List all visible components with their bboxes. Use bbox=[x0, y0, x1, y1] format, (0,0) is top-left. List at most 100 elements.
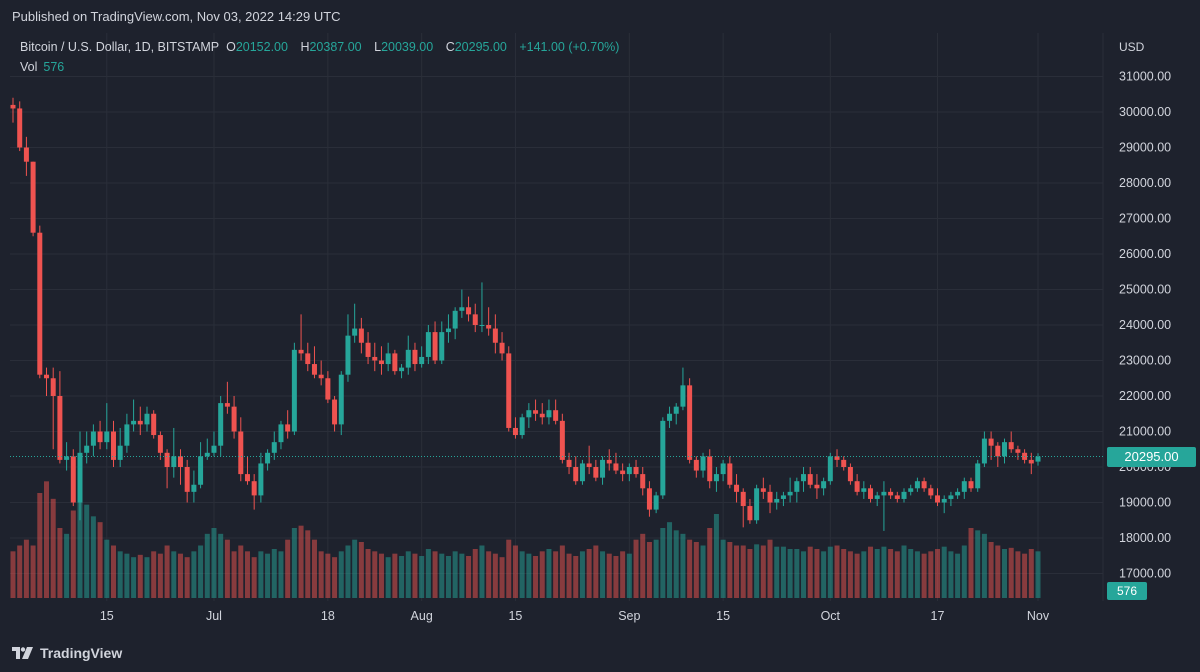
y-tick-label: 29000.00 bbox=[1119, 141, 1171, 155]
candle-body bbox=[378, 360, 384, 365]
volume-bar bbox=[760, 545, 766, 598]
candle-body bbox=[754, 488, 760, 521]
volume-bar bbox=[345, 545, 351, 598]
volume-bar bbox=[90, 516, 96, 598]
candle-body bbox=[888, 491, 894, 496]
tradingview-logo[interactable]: TradingView bbox=[12, 645, 122, 661]
price-chart[interactable]: 31000.00 30000.00 29000.00 28000.00 27000.00… bbox=[0, 33, 1200, 633]
candle-body bbox=[30, 161, 36, 233]
close-label: C bbox=[445, 40, 455, 54]
candle-body bbox=[827, 456, 833, 482]
volume-bar bbox=[332, 557, 338, 598]
candle-body bbox=[17, 108, 23, 148]
candle-body bbox=[660, 420, 666, 496]
candle-body bbox=[23, 147, 29, 162]
candle-body bbox=[821, 481, 827, 489]
volume-bar bbox=[372, 551, 378, 598]
volume-bar bbox=[801, 551, 807, 598]
volume-bar bbox=[251, 557, 257, 598]
candle-body bbox=[137, 420, 143, 425]
x-tick-label: 18 bbox=[321, 609, 335, 623]
volume-bar bbox=[57, 528, 63, 598]
candle-body bbox=[519, 417, 525, 436]
volume-bar bbox=[606, 553, 612, 598]
volume-bar bbox=[445, 556, 451, 598]
volume-bar bbox=[238, 545, 244, 598]
candle-body bbox=[566, 459, 572, 467]
candle-body bbox=[1015, 449, 1021, 453]
x-tick-label: 17 bbox=[931, 609, 945, 623]
y-tick-label: 27000.00 bbox=[1119, 212, 1171, 226]
candle-body bbox=[311, 364, 317, 375]
candle-body bbox=[1008, 442, 1014, 450]
candle-body bbox=[251, 481, 257, 496]
y-tick-label: 31000.00 bbox=[1119, 70, 1171, 84]
volume-bar bbox=[713, 514, 719, 598]
volume-bar bbox=[211, 528, 217, 598]
candle-body bbox=[720, 463, 726, 475]
candle-body bbox=[727, 463, 733, 485]
candle-body bbox=[338, 374, 344, 425]
open-value: 20152.00 bbox=[235, 40, 288, 54]
candle-body bbox=[506, 353, 512, 428]
x-tick-label: Aug bbox=[411, 609, 433, 623]
candle-body bbox=[70, 456, 76, 503]
candle-body bbox=[948, 495, 954, 499]
volume-bar bbox=[198, 545, 204, 598]
volume-bar bbox=[439, 553, 445, 598]
candle-body bbox=[499, 342, 505, 354]
volume-bar bbox=[43, 481, 49, 598]
candle-body bbox=[687, 385, 693, 460]
y-tick-label: 22000.00 bbox=[1119, 389, 1171, 403]
volume-bar bbox=[23, 539, 29, 598]
candle-body bbox=[774, 498, 780, 503]
y-tick-label: 18000.00 bbox=[1119, 531, 1171, 545]
volume-bar bbox=[97, 522, 103, 598]
volume-bar bbox=[512, 545, 518, 598]
candle-body bbox=[97, 431, 103, 443]
candle-body bbox=[412, 349, 418, 365]
candle-body bbox=[90, 431, 96, 446]
open-label: O bbox=[226, 40, 236, 54]
volume-bar bbox=[151, 551, 157, 598]
candle-body bbox=[807, 474, 813, 485]
volume-bar bbox=[533, 556, 539, 598]
volume-bar bbox=[425, 549, 431, 598]
volume-bar bbox=[84, 504, 90, 598]
candle-body bbox=[191, 484, 197, 492]
candle-body bbox=[285, 424, 291, 432]
candle-body bbox=[492, 328, 498, 343]
candle-body bbox=[981, 438, 987, 464]
y-tick-label: 23000.00 bbox=[1119, 354, 1171, 368]
volume-bar bbox=[131, 557, 137, 598]
last-price-tag: 20295.00 bbox=[1107, 447, 1196, 467]
symbol-name: Bitcoin / U.S. Dollar, 1D, BITSTAMP bbox=[20, 40, 220, 54]
y-tick-label: 21000.00 bbox=[1119, 425, 1171, 439]
candle-body bbox=[734, 484, 740, 492]
volume-bar bbox=[30, 545, 36, 598]
volume-bar bbox=[117, 551, 123, 598]
candle-body bbox=[291, 349, 297, 432]
volume-bar bbox=[104, 539, 110, 598]
volume-bar bbox=[144, 557, 150, 598]
candle-body bbox=[546, 410, 552, 418]
candle-body bbox=[37, 232, 43, 375]
candle-body bbox=[847, 467, 853, 482]
candle-body bbox=[633, 467, 639, 475]
volume-bar bbox=[961, 545, 967, 598]
volume-bar bbox=[767, 539, 773, 598]
candle-body bbox=[204, 452, 210, 457]
volume-bar bbox=[432, 551, 438, 598]
candle-body bbox=[975, 463, 981, 489]
candle-body bbox=[472, 314, 478, 325]
volume-bar bbox=[667, 522, 673, 598]
candle-body bbox=[767, 491, 773, 503]
volume-bar bbox=[184, 557, 190, 598]
volume-bar bbox=[265, 553, 271, 598]
volume-bar bbox=[626, 553, 632, 598]
volume-bar bbox=[646, 542, 652, 598]
candle-body bbox=[539, 413, 545, 418]
volume-bar bbox=[157, 553, 163, 598]
volume-bar bbox=[941, 546, 947, 598]
volume-bar bbox=[854, 553, 860, 598]
